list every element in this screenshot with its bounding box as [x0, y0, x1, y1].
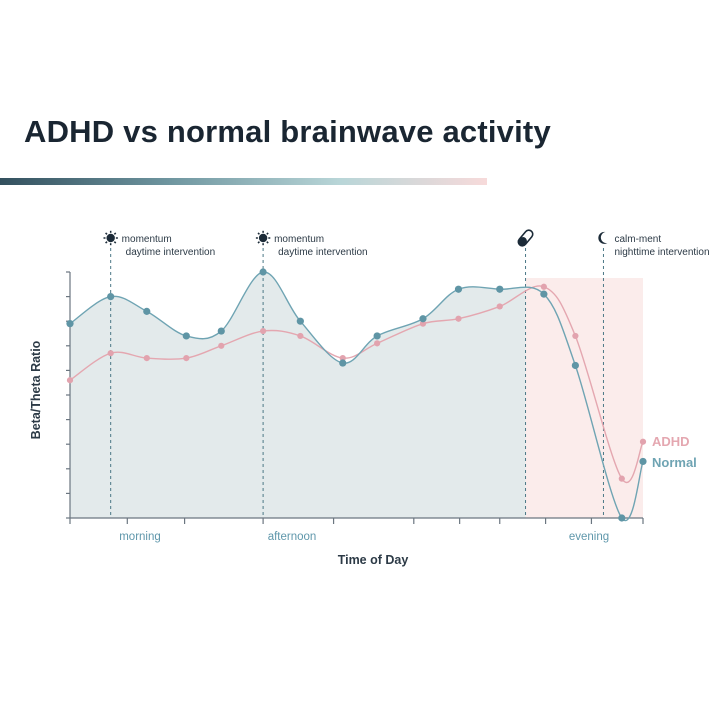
data-point-adhd: [66, 377, 74, 384]
data-point-normal: [373, 332, 381, 340]
data-point-normal: [107, 293, 115, 301]
annotation-text-0-2: daytime intervention: [126, 247, 216, 258]
data-point-adhd: [260, 327, 267, 335]
data-point-adhd: [107, 350, 114, 357]
data-point-adhd: [297, 332, 304, 340]
data-point-normal: [182, 332, 190, 340]
data-point-adhd: [572, 332, 579, 340]
data-points: [66, 268, 647, 522]
data-point-adhd: [639, 438, 647, 445]
x-axis-label: Time of Day: [338, 553, 409, 567]
annotation-text-3-2: nighttime intervention: [614, 247, 709, 258]
data-point-adhd: [143, 355, 150, 362]
data-point-normal: [217, 327, 225, 335]
data-point-adhd: [540, 283, 547, 290]
x-category-afternoon: afternoon: [268, 531, 317, 543]
data-point-adhd: [618, 475, 625, 482]
area-under-normal: [70, 271, 526, 518]
data-point-adhd: [496, 303, 503, 310]
annotation-text-1-1: momentum: [274, 234, 324, 245]
x-category-morning: morning: [119, 531, 161, 543]
data-point-adhd: [455, 315, 462, 322]
page-title: ADHD vs normal brainwave activity: [24, 114, 551, 149]
pill-icon: [517, 229, 534, 247]
data-point-normal: [454, 285, 463, 293]
annotation-text-3-1: calm-ment: [614, 234, 661, 245]
data-point-normal: [419, 315, 427, 323]
data-point-normal: [296, 317, 304, 325]
sun-icon: [103, 230, 118, 246]
y-axis-label: Beta/Theta Ratio: [29, 340, 43, 439]
data-point-adhd: [374, 340, 381, 347]
data-point-adhd: [419, 320, 427, 327]
area-fill: [70, 271, 526, 518]
legend-adhd: ADHD: [652, 434, 690, 449]
title-divider: [0, 178, 487, 185]
data-point-adhd: [183, 355, 190, 362]
legend-normal: Normal: [652, 455, 697, 470]
annotation-text-1-2: daytime intervention: [278, 247, 368, 258]
data-point-normal: [571, 361, 579, 370]
x-category-evening: evening: [569, 531, 609, 543]
data-point-normal: [540, 290, 548, 298]
data-point-normal: [66, 320, 74, 328]
moon-icon: [598, 231, 608, 244]
data-point-normal: [618, 514, 626, 522]
data-point-normal: [639, 457, 647, 466]
data-point-normal: [339, 359, 347, 367]
data-point-normal: [259, 268, 267, 276]
annotation-lines: [110, 248, 604, 518]
data-point-adhd: [339, 355, 346, 362]
axes: [66, 271, 644, 524]
annotations: momentum daytime intervention momentum dayt…: [103, 229, 710, 258]
data-point-normal: [143, 307, 151, 315]
sun-icon: [255, 230, 271, 246]
annotation-text-0-1: momentum: [122, 234, 172, 245]
data-point-adhd: [218, 342, 225, 349]
data-point-normal: [496, 285, 504, 293]
